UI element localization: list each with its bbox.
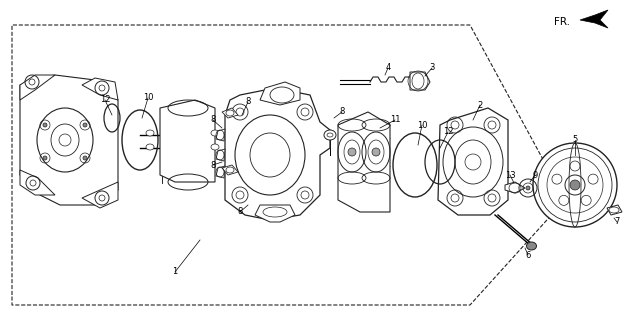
Ellipse shape bbox=[526, 242, 536, 250]
Polygon shape bbox=[20, 75, 118, 205]
Text: 6: 6 bbox=[525, 251, 531, 260]
Ellipse shape bbox=[533, 143, 617, 227]
Polygon shape bbox=[160, 100, 215, 182]
Polygon shape bbox=[222, 108, 238, 118]
Polygon shape bbox=[607, 205, 622, 215]
Text: 12: 12 bbox=[100, 95, 110, 105]
Ellipse shape bbox=[211, 144, 219, 150]
Ellipse shape bbox=[570, 180, 580, 190]
Polygon shape bbox=[20, 170, 55, 195]
Text: 4: 4 bbox=[386, 63, 391, 73]
Text: 5: 5 bbox=[572, 135, 578, 145]
Text: 8: 8 bbox=[210, 116, 216, 124]
Polygon shape bbox=[338, 112, 390, 212]
Text: 12: 12 bbox=[442, 127, 453, 137]
Ellipse shape bbox=[43, 156, 47, 160]
Text: 2: 2 bbox=[478, 100, 482, 109]
Text: 8: 8 bbox=[245, 98, 251, 107]
Polygon shape bbox=[216, 129, 225, 141]
Ellipse shape bbox=[211, 130, 219, 136]
Ellipse shape bbox=[324, 130, 336, 140]
Polygon shape bbox=[222, 165, 238, 175]
Text: FR.: FR. bbox=[554, 17, 570, 27]
Polygon shape bbox=[580, 10, 608, 28]
Polygon shape bbox=[216, 149, 225, 161]
Text: 8: 8 bbox=[339, 108, 345, 116]
Text: 3: 3 bbox=[429, 63, 435, 73]
Text: 10: 10 bbox=[142, 93, 153, 102]
Text: 1: 1 bbox=[173, 268, 178, 276]
Ellipse shape bbox=[83, 156, 87, 160]
Polygon shape bbox=[255, 205, 295, 222]
Text: 9: 9 bbox=[532, 171, 538, 180]
Polygon shape bbox=[216, 166, 225, 178]
Polygon shape bbox=[82, 78, 118, 100]
Ellipse shape bbox=[43, 123, 47, 127]
Text: 13: 13 bbox=[505, 171, 515, 180]
Ellipse shape bbox=[372, 148, 380, 156]
Ellipse shape bbox=[146, 144, 154, 150]
Polygon shape bbox=[260, 82, 300, 105]
Text: 8: 8 bbox=[210, 161, 216, 170]
Polygon shape bbox=[20, 75, 55, 100]
Ellipse shape bbox=[146, 130, 154, 136]
Text: 7: 7 bbox=[614, 218, 620, 227]
Text: 11: 11 bbox=[390, 116, 400, 124]
Polygon shape bbox=[82, 182, 118, 208]
Text: 8: 8 bbox=[238, 207, 242, 217]
Polygon shape bbox=[225, 88, 330, 220]
Ellipse shape bbox=[526, 186, 530, 190]
Polygon shape bbox=[410, 72, 430, 90]
Polygon shape bbox=[505, 182, 525, 193]
Ellipse shape bbox=[348, 148, 356, 156]
Text: 10: 10 bbox=[417, 121, 428, 130]
Ellipse shape bbox=[83, 123, 87, 127]
Polygon shape bbox=[438, 108, 508, 215]
